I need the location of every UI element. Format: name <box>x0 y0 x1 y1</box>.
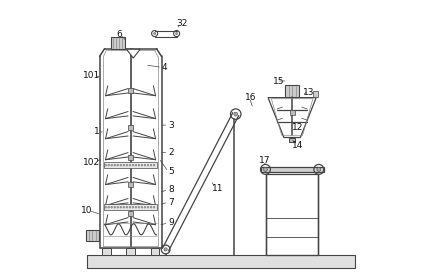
Circle shape <box>108 164 110 166</box>
Polygon shape <box>127 49 140 58</box>
Circle shape <box>114 206 115 208</box>
Text: 6: 6 <box>116 30 122 39</box>
Circle shape <box>141 206 143 208</box>
Circle shape <box>138 164 140 166</box>
Text: 102: 102 <box>83 158 100 167</box>
Bar <box>128 211 133 216</box>
Circle shape <box>144 164 146 166</box>
Circle shape <box>117 206 119 208</box>
Polygon shape <box>268 98 316 138</box>
Circle shape <box>138 206 140 208</box>
Circle shape <box>117 164 119 166</box>
Circle shape <box>150 164 152 166</box>
Text: 9: 9 <box>168 218 174 227</box>
Circle shape <box>132 164 134 166</box>
Circle shape <box>147 206 149 208</box>
Circle shape <box>126 164 128 166</box>
Circle shape <box>264 167 267 171</box>
Circle shape <box>150 206 152 208</box>
Text: 15: 15 <box>273 77 284 86</box>
Bar <box>128 155 133 160</box>
Bar <box>111 37 125 49</box>
Text: 12: 12 <box>292 123 303 132</box>
Bar <box>313 91 318 97</box>
Circle shape <box>123 164 125 166</box>
Circle shape <box>123 206 125 208</box>
Text: 16: 16 <box>245 93 257 102</box>
Text: 8: 8 <box>168 185 174 194</box>
Bar <box>289 138 295 142</box>
Text: 7: 7 <box>168 198 174 207</box>
Circle shape <box>135 206 137 208</box>
Circle shape <box>154 32 156 35</box>
Circle shape <box>105 164 107 166</box>
Text: 4: 4 <box>162 63 167 72</box>
Bar <box>266 174 318 255</box>
Bar <box>261 167 324 172</box>
Circle shape <box>135 164 137 166</box>
Circle shape <box>114 164 115 166</box>
Bar <box>127 248 135 255</box>
Bar <box>285 85 299 97</box>
Text: 101: 101 <box>83 71 100 80</box>
Circle shape <box>126 206 128 208</box>
Text: 2: 2 <box>168 148 174 157</box>
Text: 13: 13 <box>303 88 314 97</box>
Circle shape <box>175 32 178 35</box>
Circle shape <box>153 206 155 208</box>
Circle shape <box>120 206 122 208</box>
Circle shape <box>111 164 113 166</box>
Text: 10: 10 <box>81 206 92 215</box>
Bar <box>128 88 133 93</box>
Circle shape <box>120 164 122 166</box>
Circle shape <box>141 164 143 166</box>
Circle shape <box>129 206 131 208</box>
Bar <box>151 248 159 255</box>
Bar <box>104 162 157 168</box>
Circle shape <box>111 206 113 208</box>
Circle shape <box>147 164 149 166</box>
Bar <box>128 125 133 130</box>
Bar <box>289 110 295 115</box>
Text: 1: 1 <box>94 128 100 136</box>
Circle shape <box>153 164 155 166</box>
Circle shape <box>164 248 167 251</box>
Bar <box>128 182 133 187</box>
Text: 11: 11 <box>212 184 224 193</box>
Bar <box>86 230 99 241</box>
Text: 17: 17 <box>259 156 270 165</box>
Text: 14: 14 <box>292 141 303 150</box>
Circle shape <box>105 206 107 208</box>
Bar <box>87 255 355 268</box>
Circle shape <box>144 206 146 208</box>
Circle shape <box>108 206 110 208</box>
Circle shape <box>129 164 131 166</box>
Circle shape <box>132 206 134 208</box>
Circle shape <box>317 167 321 171</box>
Circle shape <box>234 112 238 116</box>
Bar <box>104 204 157 210</box>
Bar <box>103 248 111 255</box>
Text: 32: 32 <box>176 19 188 28</box>
Text: 5: 5 <box>168 167 174 176</box>
Text: 3: 3 <box>168 121 174 130</box>
